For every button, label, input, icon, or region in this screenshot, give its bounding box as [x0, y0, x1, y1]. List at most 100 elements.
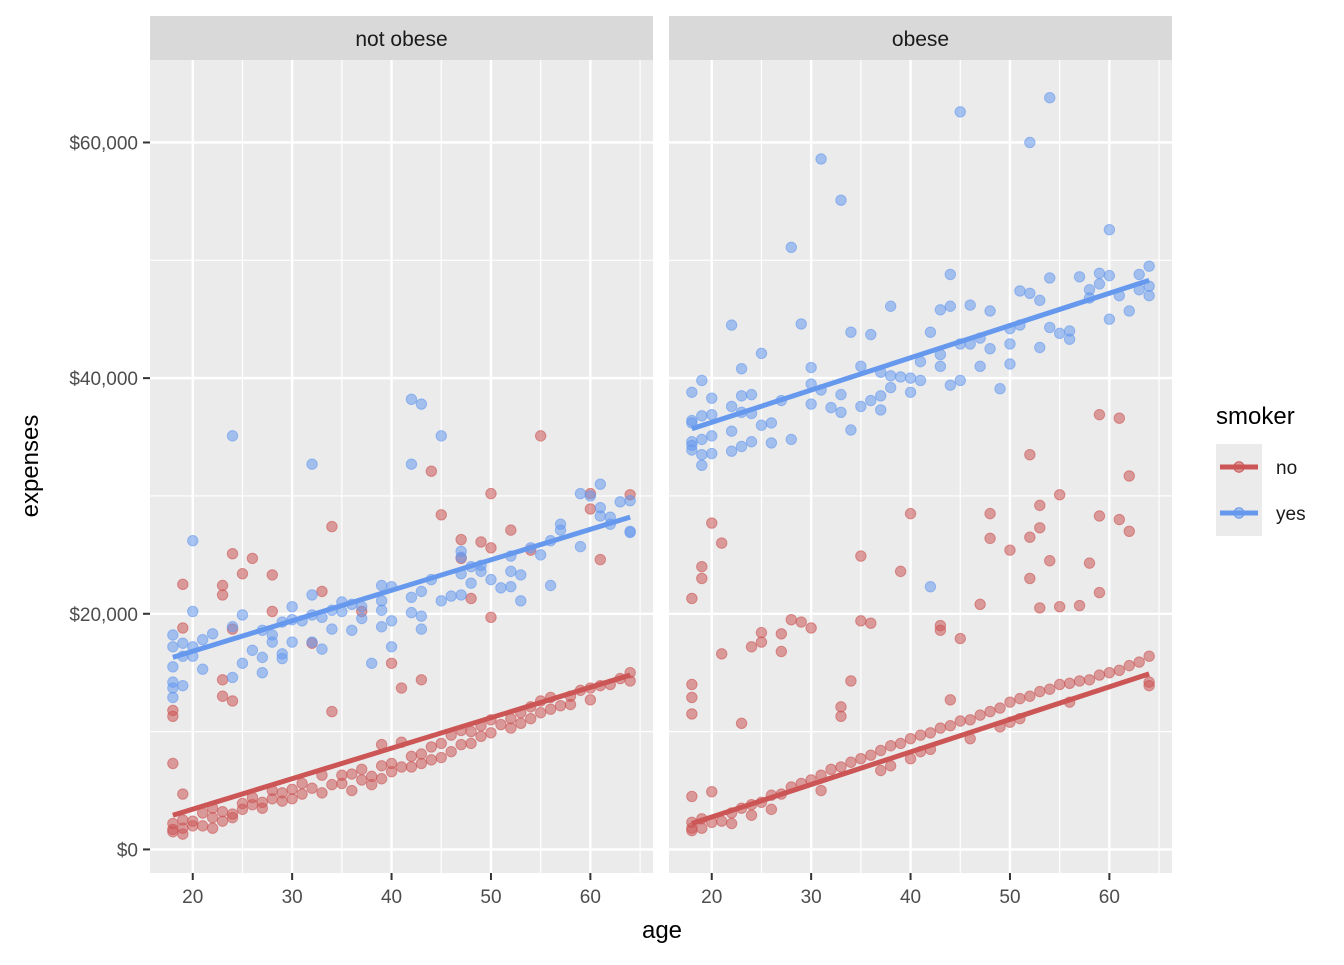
- data-point-no: [187, 820, 199, 832]
- data-point-yes: [1004, 338, 1016, 350]
- data-point-no: [934, 722, 947, 734]
- facet-strip-label: not obese: [355, 28, 447, 51]
- data-point-no: [1044, 683, 1056, 695]
- data-point-yes: [505, 580, 517, 593]
- data-point-yes: [994, 383, 1006, 395]
- data-point-no: [495, 718, 507, 731]
- data-point-no: [755, 636, 768, 648]
- data-point-no: [226, 811, 239, 824]
- data-point-no: [775, 628, 788, 640]
- data-point-no: [944, 720, 957, 732]
- data-point-no: [755, 626, 768, 639]
- data-point-no: [296, 788, 308, 800]
- data-point-no: [425, 754, 438, 766]
- data-point-no: [395, 682, 408, 694]
- data-point-yes: [1063, 333, 1076, 345]
- data-point-no: [706, 517, 718, 529]
- data-point-no: [904, 732, 917, 745]
- legend-entry-yes: yes: [1216, 490, 1306, 536]
- data-point-yes: [177, 679, 189, 692]
- data-point-no: [1123, 659, 1135, 672]
- data-point-no: [1014, 692, 1026, 705]
- x-tick-label: 20: [701, 887, 722, 908]
- data-point-no: [875, 744, 887, 757]
- data-point-no: [177, 788, 189, 800]
- data-point-no: [984, 705, 996, 718]
- data-point-yes: [1034, 341, 1046, 354]
- data-point-no: [845, 675, 857, 687]
- data-point-yes: [1093, 267, 1106, 279]
- data-point-yes: [696, 449, 708, 461]
- data-point-no: [196, 820, 209, 832]
- legend-title: smoker: [1216, 403, 1295, 430]
- data-point-no: [475, 730, 487, 743]
- data-point-no: [686, 790, 698, 803]
- data-point-yes: [445, 590, 457, 602]
- data-point-yes: [167, 661, 179, 673]
- data-point-yes: [286, 636, 298, 648]
- data-point-yes: [306, 636, 318, 648]
- data-point-no: [686, 678, 698, 691]
- data-point-no: [584, 694, 597, 706]
- data-point-yes: [1044, 321, 1056, 334]
- data-point-no: [1053, 601, 1066, 613]
- data-point-yes: [884, 381, 897, 394]
- x-tick-label: 60: [580, 887, 601, 908]
- data-point-no: [686, 691, 698, 704]
- data-point-yes: [1143, 289, 1155, 302]
- trend-line-yes: [691, 277, 1150, 432]
- data-point-no: [1143, 679, 1155, 692]
- data-point-yes: [256, 666, 269, 679]
- data-point-yes: [187, 605, 199, 618]
- data-point-no: [216, 806, 229, 818]
- data-point-yes: [266, 629, 278, 641]
- data-point-no: [266, 793, 278, 805]
- data-point-yes: [686, 386, 698, 398]
- data-point-no: [1103, 666, 1116, 679]
- data-point-no: [505, 722, 517, 734]
- data-point-yes: [236, 609, 249, 621]
- data-point-no: [865, 617, 877, 629]
- data-point-yes: [875, 390, 887, 402]
- data-point-no: [256, 802, 269, 814]
- facet-strip: [150, 16, 653, 60]
- data-point-yes: [594, 478, 607, 490]
- data-point-no: [1024, 449, 1036, 461]
- data-point-yes: [375, 579, 388, 592]
- data-point-no: [1123, 525, 1135, 538]
- facet-strip: [669, 16, 1172, 60]
- data-point-no: [316, 787, 328, 799]
- data-point-yes: [805, 398, 817, 410]
- data-point-yes: [725, 425, 738, 437]
- data-point-yes: [465, 577, 477, 589]
- data-point-no: [485, 542, 497, 554]
- data-point-yes: [415, 610, 428, 622]
- data-point-no: [1004, 544, 1016, 556]
- trend-line-no: [691, 671, 1150, 826]
- data-point-yes: [226, 621, 239, 633]
- data-point-no: [206, 822, 219, 834]
- data-point-yes: [974, 360, 986, 373]
- data-point-yes: [706, 430, 718, 442]
- data-point-no: [924, 727, 937, 739]
- data-point-yes: [785, 241, 797, 254]
- data-point-yes: [865, 394, 877, 407]
- data-point-no: [1113, 412, 1126, 424]
- data-point-yes: [544, 579, 557, 592]
- data-point-yes: [984, 305, 996, 317]
- x-tick-label: 40: [381, 887, 402, 908]
- data-point-no: [465, 725, 477, 738]
- data-point-yes: [904, 386, 917, 398]
- data-point-yes: [584, 490, 597, 502]
- data-point-yes: [944, 379, 957, 391]
- data-point-yes: [236, 657, 249, 669]
- data-point-no: [865, 749, 877, 761]
- data-point-yes: [167, 641, 179, 653]
- data-point-yes: [276, 648, 288, 660]
- data-point-yes: [574, 540, 587, 553]
- data-point-no: [167, 757, 179, 770]
- data-point-no: [375, 773, 388, 785]
- data-point-yes: [696, 459, 708, 472]
- data-point-no: [686, 592, 698, 605]
- data-point-no: [715, 648, 728, 660]
